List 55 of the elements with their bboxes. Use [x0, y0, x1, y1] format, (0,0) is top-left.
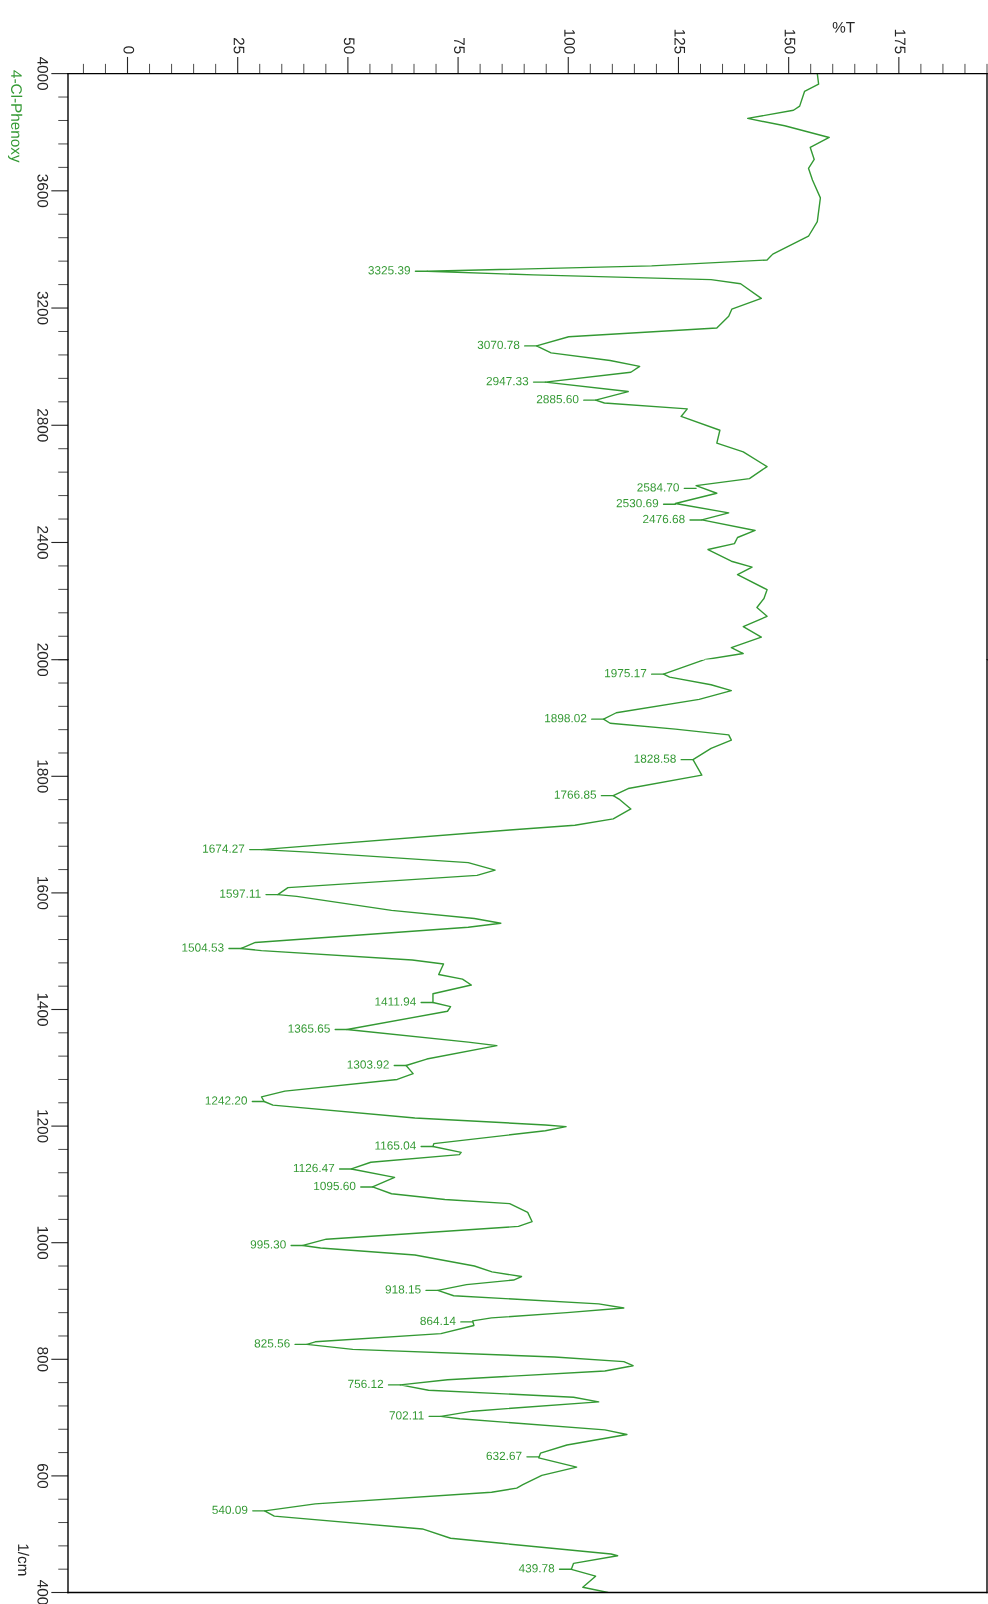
y-tick-label: 2000 [37, 643, 49, 677]
y-tick-label: 1000 [37, 1226, 49, 1260]
y-tick-label: 2400 [37, 526, 49, 559]
x-tick-label: 150 [784, 29, 796, 54]
annotation: 918.15 [385, 1285, 421, 1294]
x-tick-label: 25 [233, 37, 245, 54]
annotation: 1674.27 [203, 844, 245, 853]
annotation: 1365.65 [288, 1024, 330, 1033]
annotation: 1126.47 [293, 1163, 335, 1173]
annotation: 995.30 [250, 1240, 286, 1249]
annotation: 1303.92 [347, 1060, 389, 1069]
annotation: 1597.11 [220, 889, 261, 898]
annotation: 864.14 [420, 1316, 456, 1326]
annotation: 1165.04 [375, 1141, 416, 1150]
y-tick-label: 3200 [37, 291, 49, 325]
y-tick-label: 1200 [37, 1110, 49, 1143]
annotation: 632.67 [486, 1451, 522, 1461]
annotation: 1828.58 [634, 754, 676, 763]
annotation: 3070.78 [477, 340, 520, 350]
x-tick-label: 100 [564, 29, 575, 54]
x-tick-label: 75 [453, 37, 465, 54]
annotation: 2530.69 [616, 498, 659, 508]
annotation: 1504.53 [182, 943, 224, 952]
annotation: 1766.85 [554, 790, 597, 799]
annotation: 540.09 [212, 1505, 248, 1514]
y-tick-label: 1600 [37, 877, 49, 910]
annotation: 825.56 [254, 1339, 290, 1348]
y-tick-label: 600 [37, 1463, 49, 1489]
annotation: 2885.60 [536, 394, 579, 404]
x-tick-label: 175 [894, 29, 906, 54]
x-tick-label: 50 [343, 37, 355, 54]
annotation: 1898.02 [545, 713, 587, 723]
y-tick-label: 400 [37, 1580, 49, 1604]
annotation: 756.12 [348, 1379, 384, 1389]
annotation: 2947.33 [486, 376, 529, 386]
y-axis-title: 1/cm [17, 1544, 30, 1576]
annotation: 1242.20 [205, 1096, 248, 1105]
annotation: 1411.94 [375, 997, 416, 1006]
annotation: 1095.60 [314, 1181, 356, 1191]
annotation: 1975.17 [605, 668, 647, 678]
y-tick-label: 800 [37, 1347, 49, 1372]
y-tick-label: 4000 [37, 56, 49, 90]
text: 4-Cl-Phenoxy [8, 70, 23, 163]
y-tick-label: 2800 [37, 409, 49, 442]
annotation: 439.78 [518, 1564, 555, 1573]
annotation: 2584.70 [637, 483, 679, 492]
annotation: 702.11 [389, 1411, 424, 1420]
x-tick-label: 125 [674, 29, 686, 54]
y-tick-label: 1400 [37, 993, 49, 1026]
annotation: 3325.39 [368, 266, 410, 275]
x-axis-title: %T [832, 21, 855, 33]
annotation: 2476.68 [643, 514, 685, 524]
x-tick-label: 0 [123, 46, 135, 54]
y-tick-label: 3600 [37, 174, 49, 208]
y-tick-label: 1800 [37, 760, 49, 793]
